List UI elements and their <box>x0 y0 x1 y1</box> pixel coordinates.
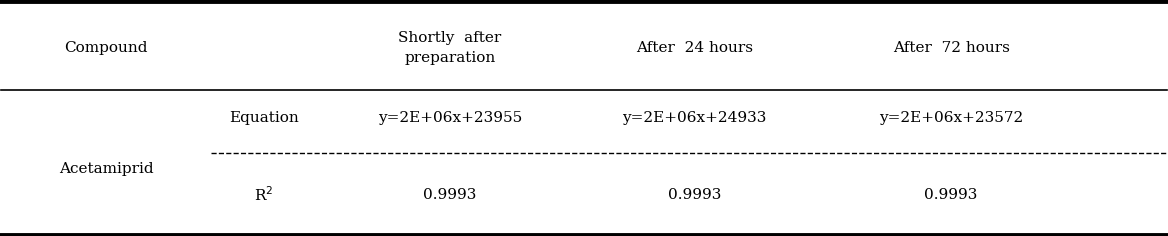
Text: Compound: Compound <box>64 41 148 55</box>
Text: y=2E+06x+23572: y=2E+06x+23572 <box>878 111 1023 125</box>
Text: After  72 hours: After 72 hours <box>892 41 1009 55</box>
Text: After  24 hours: After 24 hours <box>637 41 753 55</box>
Text: R$^2$: R$^2$ <box>253 185 273 204</box>
Text: Acetamiprid: Acetamiprid <box>58 162 153 176</box>
Text: 0.9993: 0.9993 <box>423 188 477 202</box>
Text: y=2E+06x+24933: y=2E+06x+24933 <box>623 111 767 125</box>
Text: Shortly  after
preparation: Shortly after preparation <box>398 31 501 65</box>
Text: Equation: Equation <box>229 111 299 125</box>
Text: 0.9993: 0.9993 <box>924 188 978 202</box>
Text: 0.9993: 0.9993 <box>668 188 722 202</box>
Text: y=2E+06x+23955: y=2E+06x+23955 <box>378 111 522 125</box>
